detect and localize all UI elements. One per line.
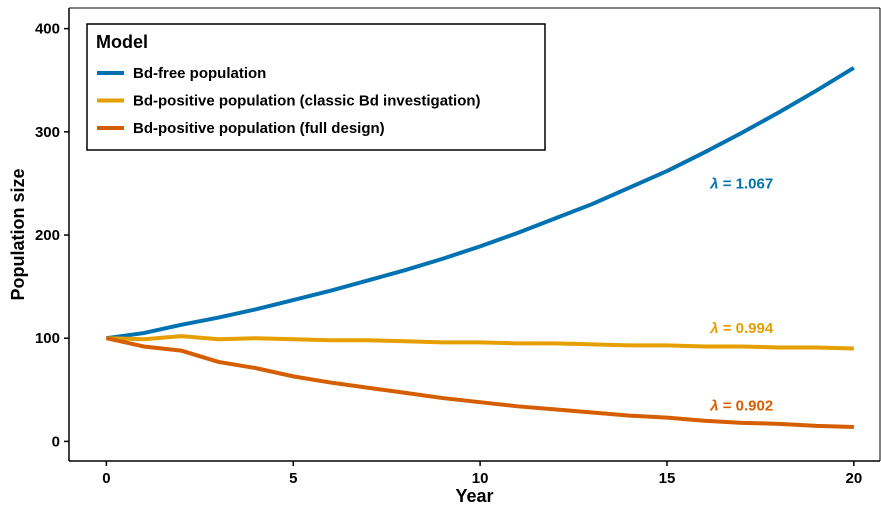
y-tick-label: 300: [35, 124, 60, 141]
x-tick-label: 15: [659, 470, 676, 487]
legend-label: Bd-free population: [133, 65, 266, 82]
x-tick-label: 5: [289, 470, 297, 487]
lambda-annotations: λ = 1.067 λ = 0.994 λ = 0.902: [709, 175, 774, 414]
plot-area: 0 5 10 15 20 0 100 200 300 400 λ = 1.067 λ = 0.99…: [35, 7, 881, 487]
y-tick-label: 400: [35, 21, 60, 38]
x-tick-label: 10: [472, 470, 489, 487]
lambda-annotation-3: λ = 0.902: [709, 397, 773, 414]
y-axis-title: Population size: [8, 168, 28, 300]
series-lines: [105, 66, 855, 429]
x-axis-title: Year: [455, 486, 493, 506]
lambda-annotation-2: λ = 0.994: [709, 320, 774, 337]
legend-box: [86, 23, 546, 151]
series-line-2: [106, 334, 854, 351]
legend: Model Bd-free population Bd-positive popu…: [86, 23, 546, 151]
x-axis-ticks: 0 5 10 15 20: [102, 461, 862, 487]
lambda-annotation-1: λ = 1.067: [709, 175, 773, 192]
y-axis-ticks: 0 100 200 300 400: [35, 21, 69, 450]
legend-items: Bd-free population Bd-positive population…: [97, 65, 481, 137]
x-tick-label: 0: [102, 470, 110, 487]
legend-label: Bd-positive population (classic Bd inves…: [133, 93, 481, 110]
y-tick-label: 200: [35, 227, 60, 244]
x-tick-label: 20: [845, 470, 862, 487]
y-tick-label: 100: [35, 330, 60, 347]
y-tick-label: 0: [52, 433, 60, 450]
legend-label: Bd-positive population (full design): [133, 120, 385, 137]
series-line-1: [106, 66, 855, 341]
legend-title: Model: [96, 32, 148, 52]
series-line-3: [105, 336, 854, 429]
